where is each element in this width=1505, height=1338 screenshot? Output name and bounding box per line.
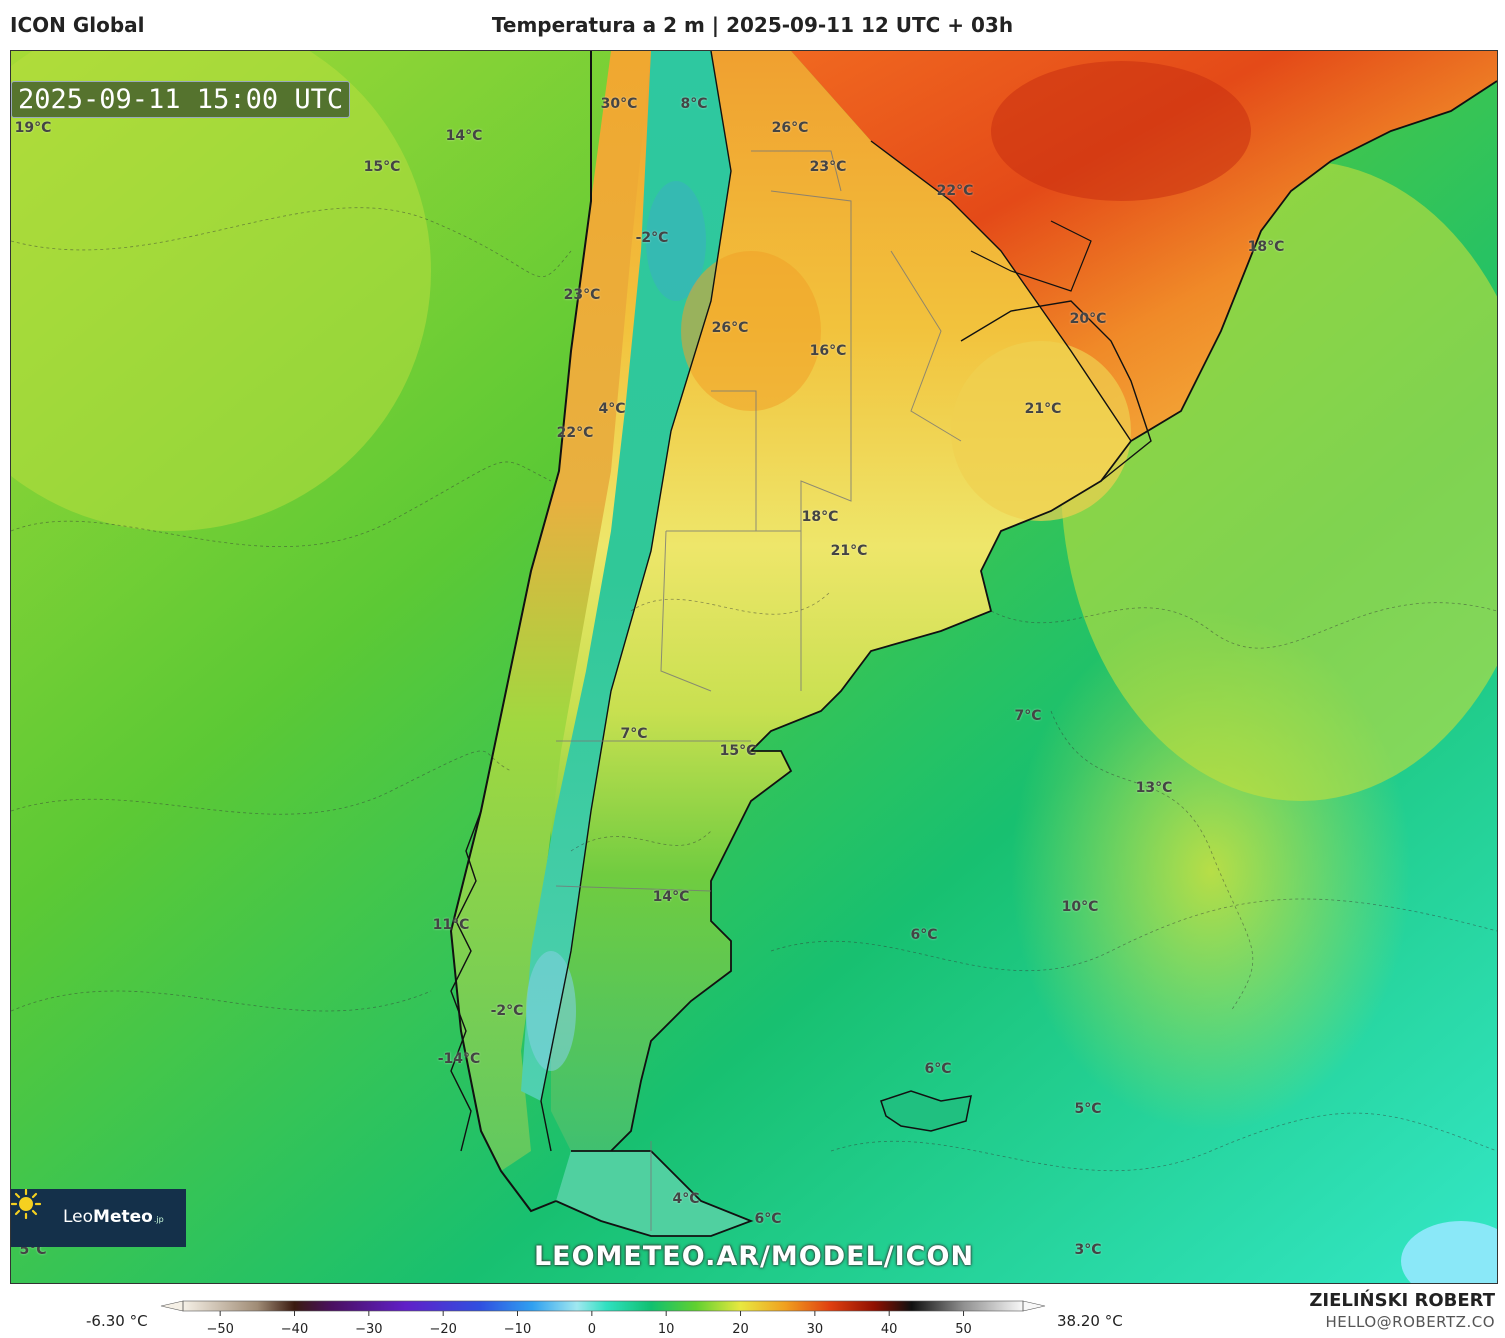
- temperature-label: 6°C: [754, 1211, 782, 1227]
- valid-time-badge: 2025-09-11 15:00 UTC: [11, 81, 351, 118]
- temperature-label: 15°C: [363, 159, 401, 175]
- temperature-label: 21°C: [1024, 401, 1062, 417]
- temperature-label: 13°C: [1135, 780, 1173, 796]
- temperature-label: 18°C: [1247, 239, 1285, 255]
- colorbar-tick-label: 20: [732, 1322, 749, 1337]
- temperature-label: 26°C: [711, 320, 749, 336]
- temperature-label: 30°C: [600, 96, 638, 112]
- temperature-label: -2°C: [490, 1003, 524, 1019]
- temperature-label: -14°C: [437, 1051, 481, 1067]
- temperature-label: 21°C: [830, 543, 868, 559]
- colorbar-tick-label: −10: [504, 1322, 531, 1337]
- colorbar-high-extend: [1022, 1300, 1046, 1312]
- temperature-label: 14°C: [445, 128, 483, 144]
- temperature-label: 14°C: [652, 889, 690, 905]
- author-email: HELLO@ROBERTZ.CO: [1325, 1313, 1495, 1331]
- colorbar-tick-label: 30: [807, 1322, 824, 1337]
- colorbar-max-label: 38.20 °C: [1057, 1312, 1123, 1330]
- sun-icon: [11, 1189, 41, 1219]
- temperature-label: 6°C: [910, 927, 938, 943]
- colorbar-tick-label: −40: [281, 1322, 308, 1337]
- colorbar-low-extend: [160, 1300, 184, 1312]
- colorbar-tick-label: −30: [355, 1322, 382, 1337]
- colorbar-tick-label: −20: [429, 1322, 456, 1337]
- temperature-label: 11°C: [432, 917, 470, 933]
- map-title: Temperatura a 2 m | 2025-09-11 12 UTC + …: [491, 13, 1014, 37]
- watermark-url: LEOMETEO.AR/MODEL/ICON: [533, 1241, 975, 1272]
- colorbar-tick-label: 10: [658, 1322, 675, 1337]
- temperature-label: 26°C: [771, 120, 809, 136]
- temperature-label: 22°C: [936, 183, 974, 199]
- colorbar-min-label: -6.30 °C: [86, 1312, 148, 1330]
- temperature-label: 18°C: [801, 509, 839, 525]
- temperature-label: 19°C: [14, 120, 52, 136]
- colorbar-tick-label: 50: [955, 1322, 972, 1337]
- temperature-label: 8°C: [680, 96, 708, 112]
- temperature-label: 10°C: [1061, 899, 1099, 915]
- colorbar-tick-label: −50: [206, 1322, 233, 1337]
- temperature-label: 6°C: [924, 1061, 952, 1077]
- temperature-label: 15°C: [719, 743, 757, 759]
- temperature-label: 23°C: [563, 287, 601, 303]
- temperature-label: 4°C: [672, 1191, 700, 1207]
- colorbar-tick-label: 40: [881, 1322, 898, 1337]
- temperature-label: -2°C: [635, 230, 669, 246]
- temperature-label: 3°C: [1074, 1242, 1102, 1258]
- map-canvas: [11, 51, 1497, 1283]
- temperature-map: 2025-09-11 15:00 UTC 19°C 14°C 15°C 30°C 8°C…: [10, 50, 1498, 1284]
- temperature-label: 7°C: [1014, 708, 1042, 724]
- colorbar-tick-label: 0: [588, 1322, 596, 1337]
- temperature-label: 4°C: [598, 401, 626, 417]
- logo-text: LeoMeteo.jp: [63, 1207, 164, 1227]
- leometeo-logo: LeoMeteo.jp: [11, 1189, 186, 1247]
- temperature-label: 23°C: [809, 159, 847, 175]
- model-name: ICON Global: [10, 13, 145, 37]
- temperature-label: 7°C: [620, 726, 648, 742]
- temperature-label: 20°C: [1069, 311, 1107, 327]
- colorbar-gradient: [183, 1301, 1023, 1311]
- temperature-label: 5°C: [1074, 1101, 1102, 1117]
- temperature-label: 22°C: [556, 425, 594, 441]
- author-credit: ZIELIŃSKI ROBERT: [1309, 1290, 1495, 1311]
- colorbar: −50 −40 −30 −20 −10 0 10 20 30 40 50: [160, 1300, 1046, 1337]
- temperature-label: 16°C: [809, 343, 847, 359]
